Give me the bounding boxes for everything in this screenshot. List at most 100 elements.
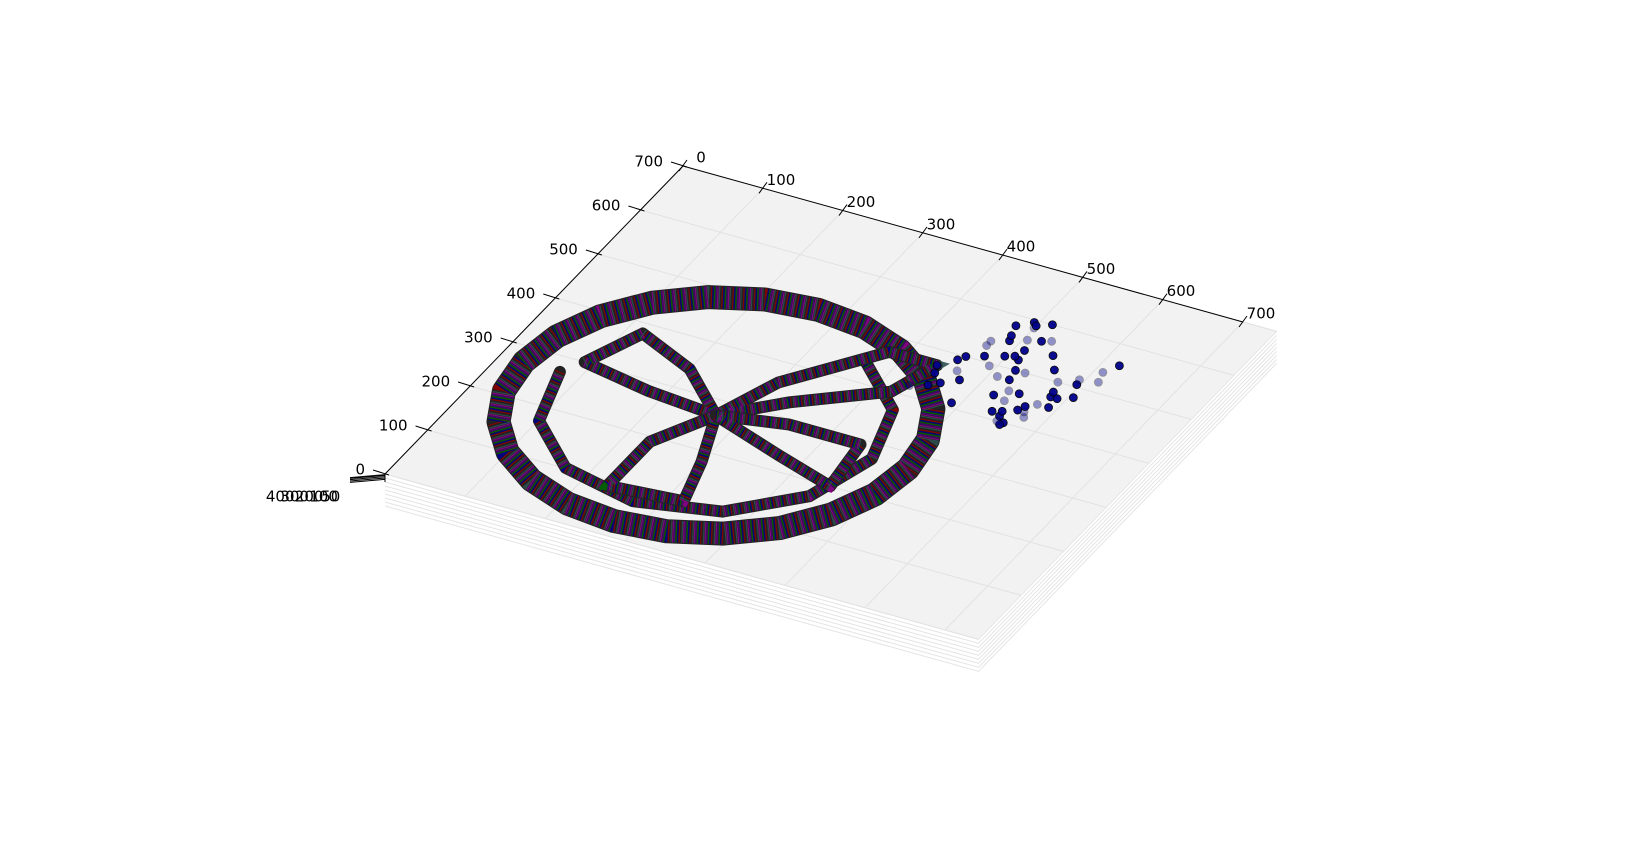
x-tick-label: 400: [1007, 238, 1036, 256]
grid-line: [640, 209, 1235, 376]
x-tick: [1078, 271, 1088, 283]
z-tick: [349, 476, 386, 481]
pane-edge: [384, 363, 1277, 672]
scatter-point: [1020, 346, 1029, 355]
scatter-point: [1004, 386, 1014, 396]
y-tick-label: 200: [422, 373, 451, 391]
y-tick-label: 400: [507, 285, 536, 303]
scatter-point: [935, 378, 945, 388]
x-axis: [682, 165, 1244, 323]
scatter-point: [1052, 394, 1062, 404]
scatter-point: [980, 351, 989, 361]
scatter-point: [1115, 361, 1124, 371]
scatter-point: [1000, 351, 1010, 361]
scatter-point: [1020, 402, 1030, 411]
scatter-point: [1020, 368, 1030, 378]
x-tick-label: 300: [927, 215, 956, 233]
y-tick: [585, 249, 603, 256]
x-tick-label: 500: [1087, 260, 1116, 278]
scatter-point: [987, 406, 997, 416]
z-tick: [349, 477, 386, 482]
line-curve-texture: [597, 410, 721, 507]
scatter-point: [992, 416, 1002, 426]
scatter-point: [1048, 387, 1058, 397]
z-tick-label: 100: [309, 488, 338, 506]
pane-edge: [384, 335, 1277, 644]
y-tick: [372, 469, 390, 476]
scatter-point: [1032, 399, 1042, 409]
line-curve-texture: [573, 327, 721, 421]
z-tick: [349, 474, 386, 479]
line-curve-texture: [533, 360, 899, 517]
scatter-point: [1013, 405, 1023, 415]
y-tick: [457, 381, 475, 388]
scatter-point: [1023, 335, 1032, 345]
pane-edge: [384, 347, 1277, 656]
scatter-point: [1053, 377, 1063, 387]
scatter-point: [1068, 393, 1078, 403]
scatter-point: [1007, 331, 1016, 341]
scatter-point: [1031, 321, 1041, 331]
x-tick: [758, 181, 768, 194]
line-curve-texture: [713, 410, 869, 493]
scatter-point: [995, 420, 1004, 429]
x-tick-label: 100: [767, 171, 796, 189]
scatter-point: [982, 341, 992, 350]
x-tick: [998, 248, 1008, 261]
y-tick-label: 700: [634, 153, 663, 171]
pane-edge: [384, 343, 1277, 652]
scatter-point: [989, 390, 999, 400]
grid-line: [384, 473, 979, 640]
y-tick: [543, 293, 560, 300]
z-tick: [349, 478, 386, 483]
scatter-point: [1011, 365, 1020, 375]
scatter-point: [1047, 336, 1057, 346]
scatter-point: [1019, 412, 1029, 422]
scatter-point: [932, 360, 942, 370]
x-tick: [1238, 315, 1248, 328]
line-curve-texture: [533, 360, 899, 517]
scatter-point: [1004, 375, 1014, 385]
y-tick: [628, 205, 645, 212]
scatter-point: [1014, 389, 1024, 399]
z-tick-label: 200: [295, 488, 324, 506]
grid-line: [470, 385, 1064, 552]
grid-line: [944, 321, 1244, 631]
y-tick: [415, 425, 432, 432]
y-tick-label: 600: [592, 197, 621, 215]
scatter-point: [1037, 336, 1046, 346]
pane-edge: [384, 339, 1277, 648]
scatter-point: [1010, 351, 1020, 361]
y-tick: [500, 337, 517, 344]
scatter-point: [955, 375, 964, 385]
scatter-point: [905, 381, 914, 390]
y-tick-label: 100: [379, 417, 408, 435]
z-tick-label: 50: [321, 488, 340, 506]
grid-line: [555, 297, 1150, 464]
scatter-point: [1093, 377, 1103, 387]
x-tick-label: 0: [696, 149, 706, 167]
x-tick: [918, 226, 928, 239]
scatter-point: [1044, 403, 1053, 412]
grid-line: [864, 299, 1164, 609]
scatter-point: [1098, 367, 1108, 377]
pane-edge: [384, 359, 1277, 668]
grid-line: [544, 210, 844, 519]
pane-edge: [384, 351, 1277, 660]
scatter-point: [986, 336, 996, 346]
y-tick-label: 300: [464, 329, 493, 347]
z-tick-label: 300: [280, 488, 309, 506]
scatter-point: [952, 366, 962, 376]
x-tick-label: 600: [1167, 282, 1196, 300]
line-curve-texture: [713, 346, 950, 421]
line-curve-texture: [713, 410, 869, 493]
pane-edge: [384, 355, 1277, 664]
scatter-point: [1075, 375, 1084, 385]
scatter-point: [997, 406, 1007, 416]
x-tick: [1158, 293, 1168, 306]
scatter-point: [930, 368, 940, 378]
scatter-point: [999, 396, 1009, 406]
x-tick: [838, 204, 848, 216]
scatter-point: [1048, 320, 1057, 330]
